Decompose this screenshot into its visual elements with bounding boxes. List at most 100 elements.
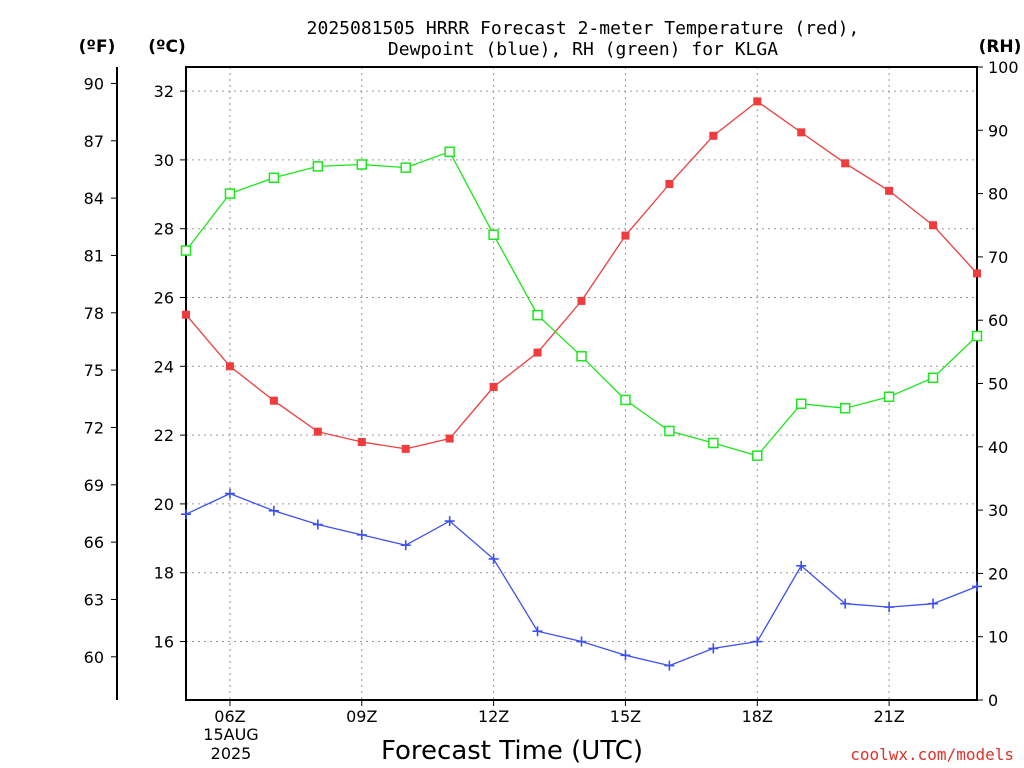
rh-point bbox=[664, 425, 675, 437]
temperature-point bbox=[225, 362, 234, 371]
rh-point bbox=[576, 351, 587, 362]
dewpoint-point bbox=[928, 598, 939, 609]
rh-tick-label: 10 bbox=[988, 628, 1008, 647]
rh-tick-label: 60 bbox=[988, 311, 1008, 330]
temperature-point bbox=[357, 437, 366, 446]
fahrenheit-tick-label: 72 bbox=[84, 418, 104, 437]
rh-tick-label: 80 bbox=[988, 185, 1008, 204]
dewpoint-point bbox=[224, 488, 235, 499]
dewpoint-point bbox=[181, 509, 191, 520]
x-tick-label: 15Z bbox=[610, 707, 641, 726]
temperature-point bbox=[269, 396, 278, 405]
dewpoint-point bbox=[356, 529, 367, 540]
rh-series bbox=[180, 146, 983, 461]
celsius-tick-label: 16 bbox=[154, 633, 174, 652]
x-tick-label: 06Z bbox=[214, 707, 245, 726]
temperature-point bbox=[489, 382, 498, 391]
dewpoint-point bbox=[972, 581, 982, 592]
rh-point bbox=[620, 394, 631, 406]
fahrenheit-tick-label: 75 bbox=[84, 361, 104, 380]
fahrenheit-tick-label: 84 bbox=[84, 189, 104, 208]
rh-point bbox=[224, 188, 236, 199]
rh-tick-label: 100 bbox=[988, 58, 1019, 77]
dewpoint-point bbox=[312, 519, 323, 530]
celsius-tick-label: 22 bbox=[154, 426, 174, 445]
dewpoint-point bbox=[884, 602, 895, 613]
rh-tick-label: 0 bbox=[988, 691, 998, 710]
dewpoint-point bbox=[708, 643, 719, 654]
temperature-point bbox=[313, 427, 322, 436]
dewpoint-point bbox=[488, 553, 499, 564]
temperature-series bbox=[182, 97, 981, 453]
rh-tick-label: 40 bbox=[988, 438, 1008, 457]
x-tick-label: 18Z bbox=[742, 707, 773, 726]
rh-point bbox=[532, 309, 543, 321]
celsius-unit-label: (ºC) bbox=[148, 37, 186, 57]
x-axis-title: Forecast Time (UTC) bbox=[381, 736, 643, 766]
fahrenheit-tick-label: 69 bbox=[84, 476, 104, 495]
fahrenheit-unit-label: (ºF) bbox=[79, 37, 116, 57]
rh-point bbox=[795, 398, 807, 410]
dewpoint-point bbox=[532, 626, 543, 637]
fahrenheit-tick-label: 60 bbox=[84, 648, 104, 667]
temperature-point bbox=[533, 348, 542, 357]
rh-point bbox=[752, 450, 763, 461]
x-tick-label: 21Z bbox=[873, 707, 904, 726]
dewpoint-point bbox=[620, 650, 631, 661]
rh-point bbox=[268, 172, 280, 184]
temperature-point bbox=[973, 269, 981, 278]
temperature-point bbox=[445, 434, 454, 443]
rh-point bbox=[927, 372, 939, 384]
celsius-tick-label: 32 bbox=[154, 82, 174, 101]
temperature-point bbox=[401, 444, 410, 453]
fahrenheit-tick-label: 90 bbox=[84, 74, 104, 93]
fahrenheit-tick-label: 87 bbox=[84, 132, 104, 151]
date-label-day: 15AUG bbox=[203, 725, 258, 744]
rh-point bbox=[400, 162, 411, 173]
rh-point bbox=[971, 330, 983, 342]
dewpoint-point bbox=[268, 505, 279, 516]
rh-tick-label: 20 bbox=[988, 564, 1008, 583]
axes: 06Z 09Z 12Z 15Z 18Z 21Z 16 18 20 22 24 26 28 30 32 60 63… bbox=[84, 58, 1019, 726]
data-series bbox=[180, 97, 983, 671]
fahrenheit-tick-label: 81 bbox=[84, 246, 104, 265]
dewpoint-point bbox=[752, 636, 763, 647]
dewpoint-series bbox=[181, 488, 982, 671]
rh-point bbox=[180, 245, 192, 256]
source-credit: coolwx.com/models bbox=[850, 745, 1014, 764]
temperature-point bbox=[665, 179, 674, 188]
temperature-point bbox=[885, 186, 894, 195]
chart-title-line-1: 2025081505 HRRR Forecast 2-meter Tempera… bbox=[307, 18, 860, 39]
rh-point bbox=[488, 229, 499, 240]
chart-title-line-2: Dewpoint (blue), RH (green) for KLGA bbox=[388, 39, 778, 60]
rh-tick-label: 70 bbox=[988, 248, 1008, 267]
fahrenheit-tick-label: 66 bbox=[84, 533, 104, 552]
temperature-point bbox=[797, 128, 806, 137]
temperature-point bbox=[621, 231, 630, 240]
rh-tick-label: 50 bbox=[988, 375, 1008, 394]
celsius-tick-label: 20 bbox=[154, 495, 174, 514]
rh-point bbox=[444, 146, 455, 158]
temperature-point bbox=[929, 221, 938, 230]
rh-tick-label: 90 bbox=[988, 121, 1008, 140]
date-label-year: 2025 bbox=[211, 744, 252, 763]
dewpoint-point bbox=[796, 560, 807, 571]
x-tick-label: 12Z bbox=[478, 707, 509, 726]
chart-title: 2025081505 HRRR Forecast 2-meter Tempera… bbox=[307, 18, 860, 60]
temperature-point bbox=[709, 131, 718, 140]
celsius-tick-label: 26 bbox=[154, 288, 174, 307]
temperature-point bbox=[182, 310, 190, 319]
rh-point bbox=[708, 437, 719, 449]
rh-point bbox=[356, 159, 368, 170]
rh-tick-label: 30 bbox=[988, 501, 1008, 520]
rh-point bbox=[883, 391, 895, 403]
rh-unit-label: (RH) bbox=[979, 37, 1022, 57]
dewpoint-point bbox=[400, 540, 411, 551]
temperature-point bbox=[841, 159, 850, 168]
temperature-point bbox=[577, 296, 586, 305]
rh-point bbox=[312, 161, 324, 172]
dewpoint-point bbox=[576, 636, 587, 647]
celsius-tick-label: 28 bbox=[154, 220, 174, 239]
temperature-line bbox=[185, 100, 978, 450]
